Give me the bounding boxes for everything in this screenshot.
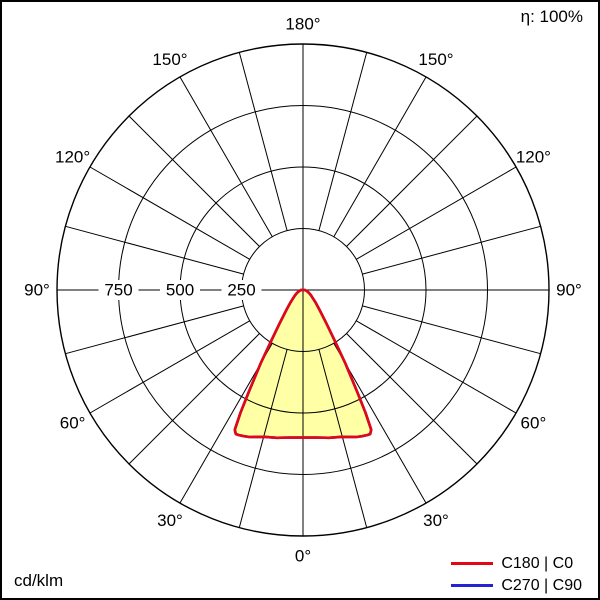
ring-label-750: 750 [104, 281, 132, 300]
legend-line-c0 [451, 562, 494, 565]
angle-label-150-left: 150° [152, 50, 187, 69]
grid-spoke-105 [362, 225, 541, 275]
angle-label-60-right: 60° [521, 414, 547, 433]
grid-spoke-135 [346, 115, 478, 247]
legend-line-c90 [451, 584, 494, 587]
grid-spoke-210 [179, 76, 273, 237]
angle-label-30-right: 30° [423, 511, 449, 530]
angle-label-120-right: 120° [516, 148, 551, 167]
grid-spoke-255 [65, 225, 244, 275]
grid-spoke-15 [318, 349, 368, 528]
angle-label-150-right: 150° [418, 50, 453, 69]
legend-item-label: C270 | C90 [501, 576, 582, 594]
intensity-curve-c0-c180 [233, 288, 373, 440]
legend-item-label: C180 | C0 [501, 554, 574, 572]
legend-item-c0: C180 | C0 [451, 555, 582, 572]
angle-label-120-left: 120° [55, 148, 90, 167]
grid-spoke-45 [346, 333, 478, 465]
grid-spoke-225 [128, 115, 260, 247]
grid-spoke-300 [89, 320, 250, 414]
grid-spoke-285 [65, 305, 244, 355]
ring-label-bg-250 [221, 280, 262, 300]
grid-spoke-345 [238, 349, 288, 528]
grid-spoke-195 [238, 52, 288, 231]
grid-spoke-240 [89, 166, 250, 260]
grid-spoke-150 [333, 76, 427, 237]
ring-label-bg-500 [160, 280, 200, 300]
grid-spoke-75 [362, 305, 541, 355]
efficiency-label: η: 100% [520, 7, 583, 26]
angle-label-30-left: 30° [157, 511, 183, 530]
angle-label-0: 0° [295, 547, 311, 566]
ring-label-250: 250 [227, 281, 255, 300]
ring-label-500: 500 [166, 281, 194, 300]
unit-label: cd/klm [14, 571, 64, 590]
grid-spoke-60 [356, 320, 517, 414]
angle-label-90-right: 90° [556, 281, 582, 300]
ring-label-bg-750 [98, 280, 139, 300]
angle-label-180: 180° [285, 15, 320, 34]
angle-label-60-left: 60° [60, 414, 86, 433]
legend: C180 | C0 C270 | C90 [451, 555, 582, 594]
grid-spoke-120 [356, 166, 517, 260]
grid-spoke-165 [318, 52, 368, 231]
legend-item-c90: C270 | C90 [451, 577, 582, 594]
grid-spoke-315 [128, 333, 260, 465]
angle-label-90-left: 90° [24, 281, 50, 300]
